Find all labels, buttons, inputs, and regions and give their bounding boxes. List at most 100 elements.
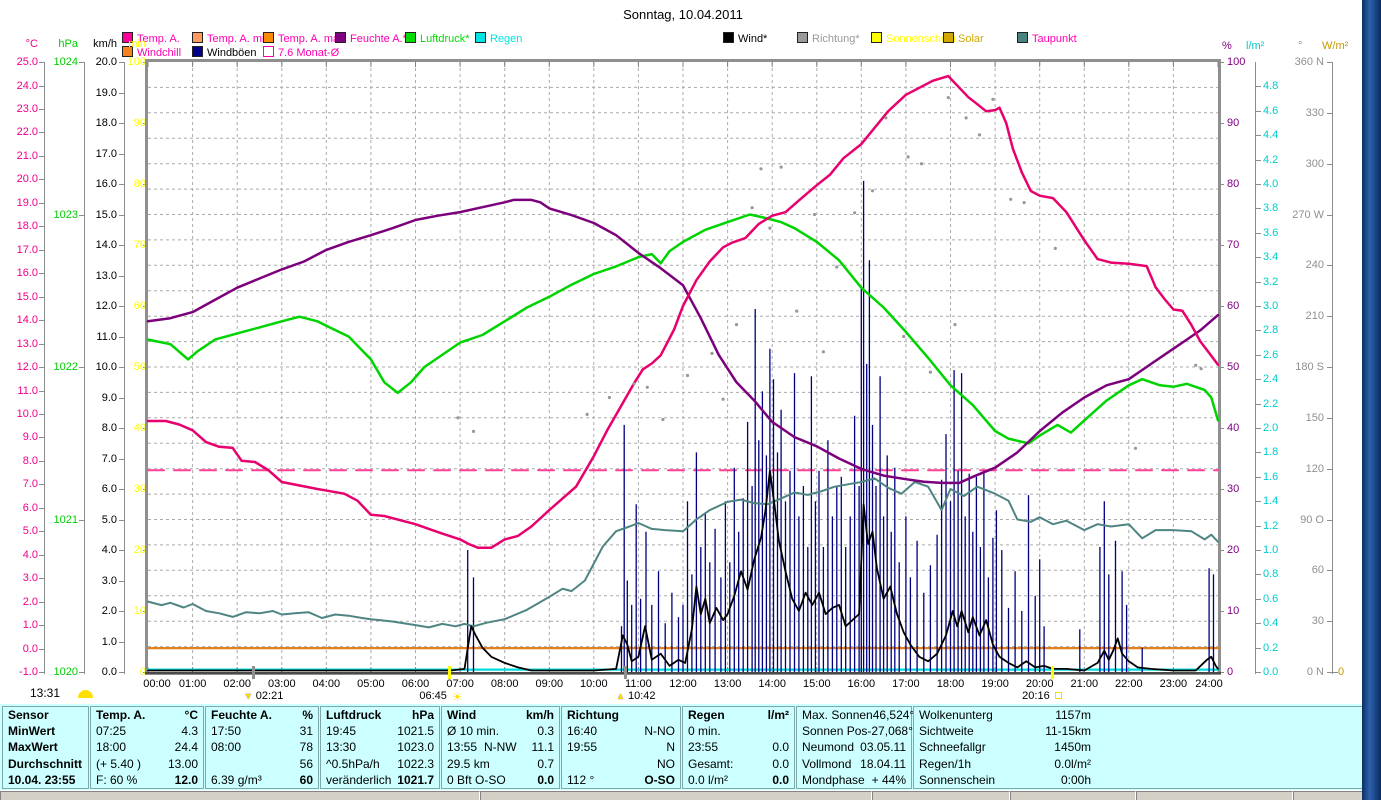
rain-axis-tick-label: 0.2 xyxy=(1263,641,1279,654)
temperature-axis-tick xyxy=(39,108,44,110)
legend-label: Richtung* xyxy=(812,33,860,45)
sunshine-axis-tick-label: 90 xyxy=(133,117,146,129)
table-row: Max. Sonnen 46,524° xyxy=(797,707,914,723)
humidity-axis-tick-label: 20 xyxy=(1227,544,1240,556)
legend-item-feuchte-a[interactable]: Feuchte A.* xyxy=(335,32,407,45)
rain-axis-tick xyxy=(1256,647,1261,649)
table-cell: 23:55 xyxy=(688,740,719,755)
temperature-axis-tick-label: 14.0 xyxy=(16,314,38,327)
table-header: Feuchte A.% xyxy=(211,708,313,722)
table-row-label: MaxWert xyxy=(8,740,58,755)
series-richtung-dot xyxy=(953,323,957,327)
rain-axis-tick xyxy=(1256,672,1261,673)
direction-axis-tick xyxy=(1327,672,1332,673)
sunshine-axis-tick-label: 30 xyxy=(133,483,146,495)
rain-axis-tick xyxy=(1256,623,1261,625)
table-box-sensor: Sensor MinWert MaxWert Durchschnitt 10.04. 2… xyxy=(2,706,89,789)
series-richtung-dot xyxy=(906,155,910,159)
windspeed-axis-tick xyxy=(119,62,124,63)
table-cell: Max. Sonnen xyxy=(802,708,873,722)
legend-item-luftdruck[interactable]: Luftdruck* xyxy=(405,32,470,45)
rain-axis-tick-label: 1.6 xyxy=(1263,470,1279,483)
legend-item-temp-a[interactable]: Temp. A. xyxy=(122,32,180,45)
table-cell: 13:30 xyxy=(326,740,357,755)
table-row: (+ 5.40 ) 13.00 xyxy=(91,756,203,772)
rain-axis-tick-label: 1.8 xyxy=(1263,446,1279,459)
pressure-axis-tick xyxy=(79,519,84,521)
legend-item-wind[interactable]: Wind* xyxy=(723,32,767,45)
series-richtung-dot xyxy=(870,189,875,193)
direction-axis-tick-label: 60 xyxy=(1311,564,1324,577)
series-richtung-dot xyxy=(779,165,783,169)
direction-axis-tick xyxy=(1327,417,1332,419)
table-cell: 0.0 xyxy=(772,756,789,771)
rain-axis-tick xyxy=(1256,452,1261,454)
rain-axis-tick-label: 2.2 xyxy=(1263,397,1279,410)
windspeed-axis-tick xyxy=(119,245,124,246)
table-cell: 4.3 xyxy=(181,724,198,739)
sunshine-axis-tick xyxy=(143,489,148,490)
table-cell: 60 xyxy=(299,772,313,787)
windspeed-axis-tick-label: 19.0 xyxy=(95,86,117,99)
table-box-conditions: Wolkenunterg 1157m Sichtweite 11-15km Schnee… xyxy=(913,706,1364,789)
table-cell: 19:45 xyxy=(326,724,357,739)
legend-item-regen[interactable]: Regen xyxy=(475,32,522,45)
legend-item-windb-en[interactable]: Windböen xyxy=(192,46,257,59)
legend-label: Windchill xyxy=(137,47,182,59)
sunshine-axis-tick xyxy=(143,367,148,368)
table-cell: 78 xyxy=(299,740,313,755)
table-cell: 6.39 g/m³ xyxy=(211,772,262,787)
sunshine-axis-tick xyxy=(143,611,148,612)
legend-item-windchill[interactable]: Windchill xyxy=(122,46,182,59)
x-axis-label: 11:00 xyxy=(625,678,652,690)
temperature-axis-tick xyxy=(39,578,44,580)
table-cell: 46,524° xyxy=(872,708,915,722)
sunshine-axis-unit-label: min xyxy=(128,38,146,50)
legend-item-solar[interactable]: Solar xyxy=(943,32,984,45)
humidity-axis-tick xyxy=(1219,367,1224,368)
humidity-axis-tick xyxy=(1219,672,1224,673)
table-cell: 0.7 xyxy=(537,756,554,771)
legend-item-richtung[interactable]: Richtung* xyxy=(797,32,860,45)
table-row-label: Durchschnitt xyxy=(8,756,83,771)
series-richtung-dot xyxy=(645,385,649,389)
legend-item-sonnenschein[interactable]: Sonnenschein xyxy=(871,32,956,45)
direction-axis-tick xyxy=(1327,621,1332,623)
direction-axis-tick xyxy=(1327,570,1332,572)
series-richtung-dot xyxy=(585,412,589,416)
x-axis-label: 17:00 xyxy=(892,678,920,690)
x-axis-label: 15:00 xyxy=(803,678,831,690)
legend-item-temp-a-min[interactable]: Temp. A. min xyxy=(192,32,271,45)
series-richtung-dot xyxy=(1009,197,1013,201)
table-row: 6.39 g/m³ 60 xyxy=(206,772,318,788)
table-cell: 31 xyxy=(299,724,313,739)
legend-item-7-6-monat[interactable]: 7.6 Monat-Ø xyxy=(263,46,339,59)
table-row: 18:00 24.4 xyxy=(91,739,203,755)
humidity-axis-tick-label: 80 xyxy=(1227,178,1240,190)
series-richtung-dot xyxy=(1053,246,1057,250)
windspeed-axis-tick-label: 12.0 xyxy=(95,300,117,312)
sunshine-axis-tick-label: 60 xyxy=(133,300,146,312)
rain-axis-tick-label: 3.6 xyxy=(1263,226,1279,239)
annotation-icon-wrap: ☀ xyxy=(452,690,463,704)
table-box-direction: Richtung 16:40 N-NO 19:55 N NO 112 ° O-SO xyxy=(561,706,681,789)
table-row: Neumond 03.05.11 xyxy=(797,739,906,755)
table-cell: 11-15km xyxy=(1045,724,1091,739)
rain-axis-tick xyxy=(1256,135,1261,137)
rain-axis-tick-label: 2.0 xyxy=(1263,422,1279,434)
solar-axis-tick-label: 0 xyxy=(1338,666,1345,678)
windspeed-axis-tick xyxy=(119,306,124,307)
status-bar-segment xyxy=(1136,791,1293,800)
windspeed-axis-tick-label: 7.0 xyxy=(101,452,117,465)
rain-axis-tick xyxy=(1256,330,1261,332)
chart-plot-area[interactable] xyxy=(145,59,1221,675)
legend-item-temp-a-max[interactable]: Temp. A. max xyxy=(263,32,345,45)
windspeed-axis-tick-label: 3.0 xyxy=(101,574,117,587)
rain-axis-tick xyxy=(1256,110,1261,112)
windspeed-axis-tick xyxy=(119,641,124,643)
legend-item-taupunkt[interactable]: Taupunkt xyxy=(1017,32,1077,45)
humidity-axis-tick-label: 30 xyxy=(1227,483,1240,495)
legend-label: Temp. A. max xyxy=(278,33,345,45)
humidity-axis-tick xyxy=(1219,611,1224,612)
annotation-02-21: 02:21 xyxy=(255,690,284,702)
